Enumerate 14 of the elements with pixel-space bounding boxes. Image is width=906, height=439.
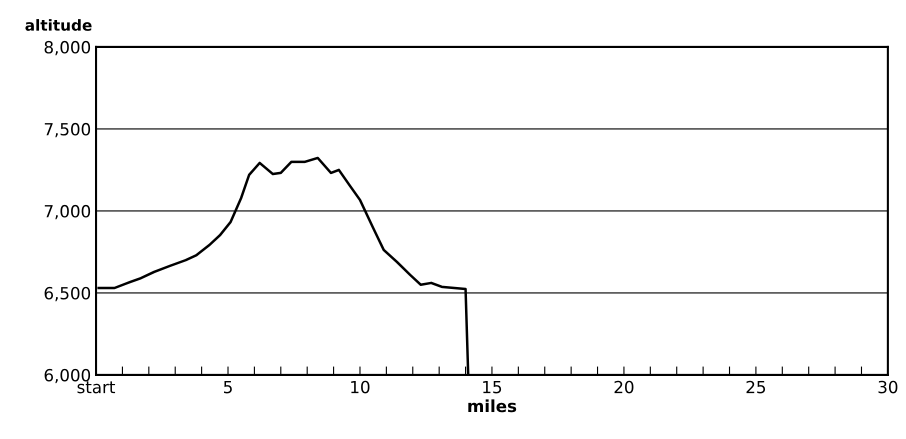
y-tick-label: 6,500 (44, 286, 90, 302)
x-tick-label: start (78, 381, 116, 394)
x-axis-title: miles (468, 399, 516, 412)
y-tick-label: 7,500 (44, 122, 90, 138)
x-tick-label: 20 (614, 380, 634, 394)
y-tick-label: 6,000 (44, 368, 90, 384)
y-tick-label: 7,000 (44, 204, 90, 220)
y-axis-title: altitude (25, 19, 92, 31)
x-tick-label: 5 (224, 380, 232, 394)
x-tick-label: 15 (483, 380, 502, 394)
x-tick-label: 30 (878, 380, 898, 394)
x-tick-label: 10 (351, 380, 370, 394)
y-tick-label: 8,000 (44, 40, 90, 56)
x-tick-label: 25 (746, 380, 766, 394)
